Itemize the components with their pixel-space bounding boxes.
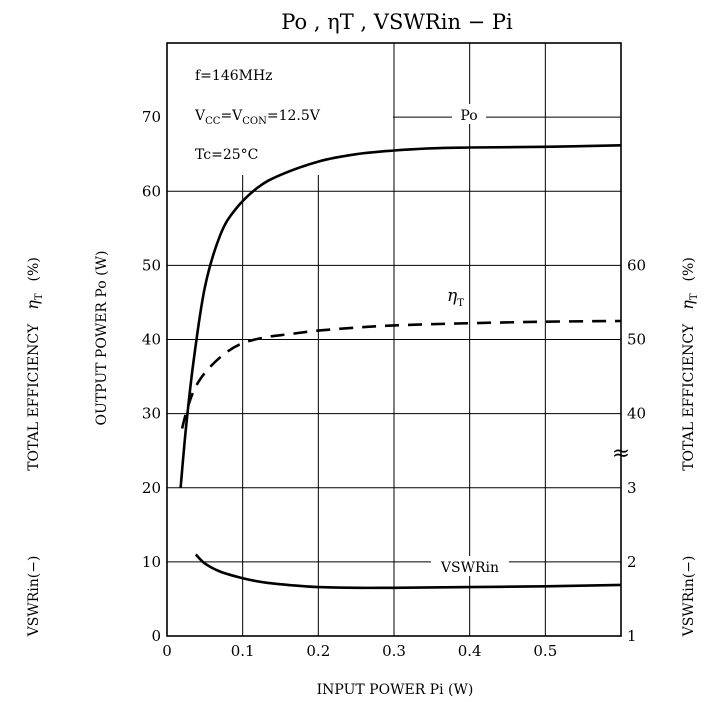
x-tick-label: 0.5	[533, 642, 557, 660]
series-group	[179, 144, 622, 590]
right-tick-label-efficiency: 50	[627, 331, 646, 349]
series-line-vswrin	[194, 553, 622, 590]
right-tick-label-efficiency: 40	[627, 405, 646, 423]
right-axis-label-vswr: VSWRin(−)	[681, 556, 697, 638]
x-tick-label: 0	[162, 642, 172, 660]
series-label-eta: ηT	[447, 286, 464, 309]
right-tick-label-vswr: 1	[627, 627, 637, 645]
label-bg-po	[452, 104, 486, 124]
x-tick-label: 0.2	[306, 642, 330, 660]
series-line-ηt	[180, 319, 622, 429]
left-tick-label: 10	[142, 553, 161, 571]
left-tick-label: 0	[151, 627, 161, 645]
condition-voltage: VCC=VCON=12.5V	[194, 108, 321, 127]
right-tick-label-efficiency: 60	[627, 256, 646, 274]
label-bg-vswr	[431, 556, 509, 576]
plot-frame	[166, 42, 622, 637]
right-tick-label-vswr: 3	[627, 479, 637, 497]
axis-break-mark: ≈	[612, 441, 630, 466]
left-axis-label-vswr: VSWRin(−)	[26, 556, 42, 638]
tick-labels: 0 0.1 0.2 0.3 0.4 0.5 0 10 20 30 40 50 60 70 40 50 60 1 2 3	[142, 108, 646, 660]
series-label-vswr: VSWRin	[440, 560, 499, 576]
x-tick-label: 0.4	[458, 642, 482, 660]
chart-title: Po , ηT , VSWRin − Pi	[281, 10, 513, 34]
left-tick-label: 20	[142, 479, 161, 497]
conditions-box	[167, 43, 393, 175]
x-tick-label: 0.1	[231, 642, 255, 660]
condition-case-temperature: Tc=25°C	[195, 147, 258, 163]
condition-frequency: f=146MHz	[195, 68, 273, 84]
left-tick-label: 60	[142, 182, 161, 200]
x-tick-label: 0.3	[382, 642, 406, 660]
x-axis-label: INPUT POWER Pi (W)	[317, 682, 474, 698]
left-axis-label-efficiency: TOTAL EFFICIENCYηT(%)	[23, 257, 45, 471]
right-tick-label-vswr: 2	[627, 553, 637, 571]
right-axis-label-efficiency: TOTAL EFFICIENCYηT(%)	[678, 257, 700, 471]
left-tick-label: 40	[142, 331, 161, 349]
series-label-po: Po	[460, 108, 477, 124]
left-axis-label-output-power: OUTPUT POWER Po (W)	[94, 251, 110, 426]
left-tick-label: 30	[142, 405, 161, 423]
left-tick-label: 70	[142, 108, 161, 126]
series-line-po	[179, 144, 622, 488]
left-tick-label: 50	[142, 256, 161, 274]
